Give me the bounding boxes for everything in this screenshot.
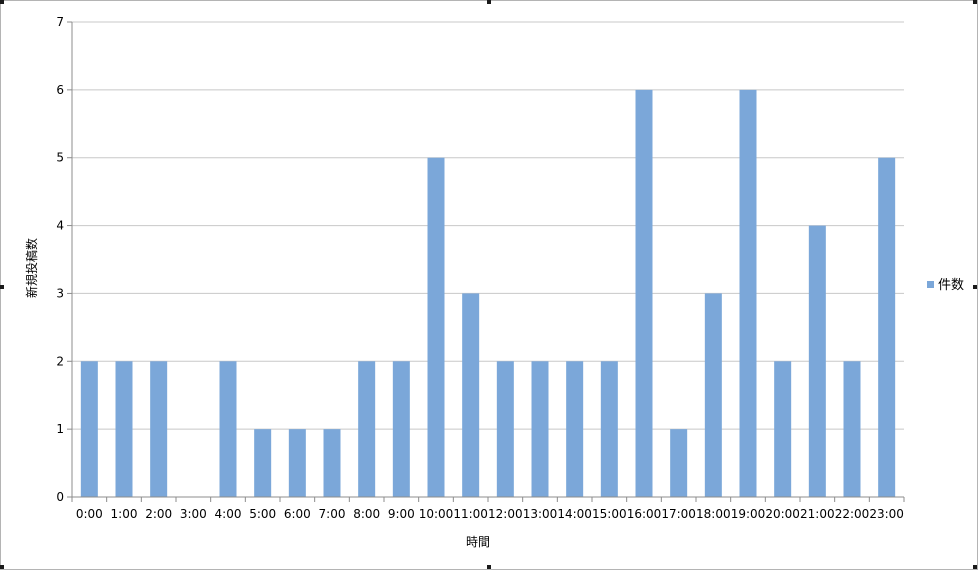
bar [392, 361, 410, 497]
x-axis-title: 時間 [466, 535, 490, 549]
x-tick-label: 6:00 [284, 507, 311, 521]
x-tick-label: 11:00 [453, 507, 488, 521]
resize-handle-bottom-center[interactable] [487, 565, 491, 569]
bar [288, 429, 306, 497]
bar [358, 361, 376, 497]
x-tick-label: 20:00 [765, 507, 800, 521]
bar [600, 361, 618, 497]
x-tick-label: 21:00 [800, 507, 835, 521]
bar [496, 361, 514, 497]
bar [427, 157, 445, 497]
bar [462, 293, 480, 497]
x-tick-label: 1:00 [111, 507, 138, 521]
x-tick-label: 15:00 [592, 507, 627, 521]
bar [115, 361, 133, 497]
legend-swatch [927, 281, 934, 288]
x-tick-labels: 0:00 1:00 2:00 3:00 4:00 5:00 6:00 7:00 8:00 9:00… [76, 507, 904, 521]
resize-handle-bottom-left[interactable] [0, 565, 4, 569]
bar [531, 361, 549, 497]
y-tick-label: 5 [56, 151, 64, 165]
x-tick-label: 17:00 [661, 507, 696, 521]
x-tick-label: 23:00 [869, 507, 904, 521]
y-tick-label: 4 [56, 219, 64, 233]
bar [739, 89, 757, 497]
resize-handle-top-right[interactable] [973, 0, 977, 4]
y-tick-label: 3 [56, 286, 64, 300]
gridlines [72, 21, 904, 430]
bars [80, 89, 896, 498]
x-tick-label: 14:00 [557, 507, 592, 521]
legend: 件数 [927, 278, 964, 293]
bar [323, 429, 341, 497]
x-tick-label: 2:00 [145, 507, 172, 521]
bar [843, 361, 861, 497]
bar [635, 89, 653, 497]
x-tick-label: 0:00 [76, 507, 103, 521]
x-tick-label: 5:00 [249, 507, 276, 521]
x-tick-label: 4:00 [215, 507, 242, 521]
bar [878, 157, 896, 497]
bar [254, 429, 272, 497]
resize-handle-top-left[interactable] [0, 0, 4, 4]
bar [774, 361, 792, 497]
x-tick-label: 9:00 [388, 507, 415, 521]
y-tick-labels: 0 1 2 3 4 5 6 7 [56, 15, 64, 504]
x-tick-label: 10:00 [419, 507, 454, 521]
bar [150, 361, 168, 497]
x-tick-label: 12:00 [488, 507, 523, 521]
bar [80, 361, 98, 497]
resize-handle-top-center[interactable] [487, 0, 491, 4]
axes [67, 21, 905, 502]
x-tick-label: 22:00 [835, 507, 870, 521]
x-tick-label: 18:00 [696, 507, 731, 521]
y-tick-label: 2 [56, 354, 64, 368]
x-tick-label: 19:00 [731, 507, 766, 521]
y-tick-label: 1 [56, 422, 64, 436]
x-tick-label: 3:00 [180, 507, 207, 521]
legend-label: 件数 [938, 278, 964, 293]
y-tick-label: 7 [56, 15, 64, 29]
x-tick-label: 8:00 [353, 507, 380, 521]
bar [704, 293, 722, 497]
resize-handle-middle-left[interactable] [0, 285, 4, 289]
x-tick-label: 13:00 [523, 507, 558, 521]
y-tick-label: 0 [56, 490, 64, 504]
y-axis-title: 新規投稿数 [24, 238, 39, 298]
x-tick-label: 16:00 [627, 507, 662, 521]
x-tick-label: 7:00 [319, 507, 346, 521]
y-tick-label: 6 [56, 83, 64, 97]
bar [566, 361, 584, 497]
bar [808, 225, 826, 498]
bar [670, 429, 688, 497]
bar [219, 361, 237, 497]
resize-handle-bottom-right[interactable] [973, 565, 977, 569]
resize-handle-middle-right[interactable] [973, 285, 977, 289]
